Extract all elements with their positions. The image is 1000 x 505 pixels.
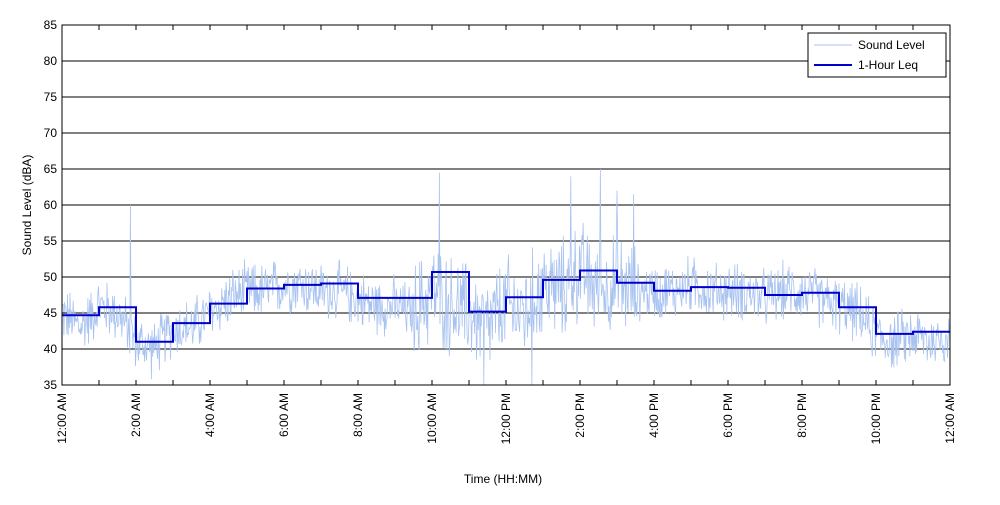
- x-tick-label: 2:00 AM: [129, 393, 143, 437]
- y-tick-label: 55: [44, 234, 58, 248]
- x-tick-label: 6:00 PM: [721, 393, 735, 438]
- y-tick-label: 75: [44, 90, 58, 104]
- y-tick-label: 50: [44, 270, 58, 284]
- legend-box: [807, 32, 947, 78]
- y-axis-label: Sound Level (dBA): [20, 155, 34, 256]
- legend: Sound Level 1-Hour Leq: [807, 32, 947, 78]
- y-tick-label: 45: [44, 306, 58, 320]
- y-tick-label: 65: [44, 162, 58, 176]
- x-tick-label: 12:00 AM: [943, 393, 957, 444]
- x-tick-label: 8:00 PM: [795, 393, 809, 438]
- leq-step-line: [62, 269, 950, 343]
- x-tick-label: 4:00 AM: [203, 393, 217, 437]
- y-tick-label: 85: [44, 18, 58, 32]
- y-axis-ticks: 35 40 45 50 55 60 65 70 75 80 85: [44, 18, 67, 392]
- x-axis-label: Time (HH:MM): [464, 472, 542, 486]
- y-tick-label: 35: [44, 378, 58, 392]
- x-tick-label: 6:00 AM: [277, 393, 291, 437]
- x-tick-label: 12:00 PM: [499, 393, 513, 444]
- legend-label-sound-level: Sound Level: [858, 38, 925, 52]
- leq-series: [62, 269, 950, 343]
- x-tick-label: 12:00 AM: [55, 393, 69, 444]
- x-tick-label: 10:00 AM: [425, 393, 439, 444]
- y-tick-label: 40: [44, 342, 58, 356]
- x-tick-label: 8:00 AM: [351, 393, 365, 437]
- y-tick-label: 80: [44, 54, 58, 68]
- x-axis-ticks: 12:00 AM 2:00 AM 4:00 AM 6:00 AM 8:00 AM 10:0…: [55, 25, 957, 444]
- x-tick-label: 4:00 PM: [647, 393, 661, 438]
- x-tick-label: 2:00 PM: [573, 393, 587, 438]
- y-tick-label: 70: [44, 126, 58, 140]
- y-tick-label: 60: [44, 198, 58, 212]
- grid: [62, 60, 950, 350]
- x-tick-label: 10:00 PM: [869, 393, 883, 444]
- legend-label-leq: 1-Hour Leq: [858, 58, 918, 72]
